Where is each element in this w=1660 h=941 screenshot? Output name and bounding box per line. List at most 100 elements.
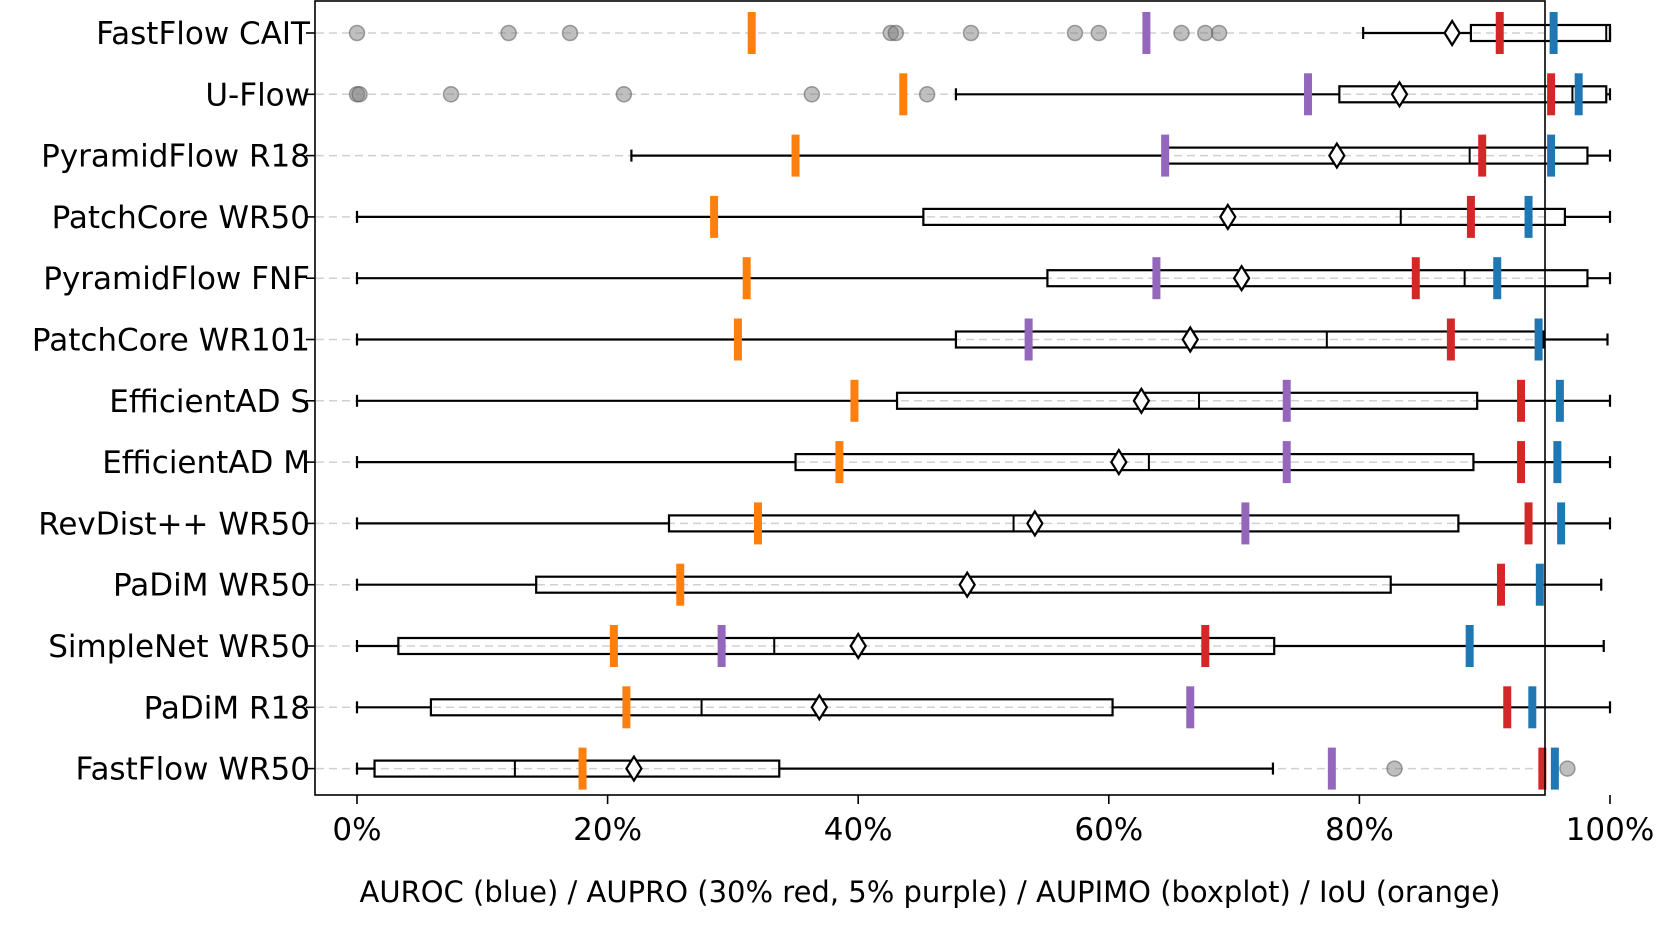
mean-marker bbox=[849, 631, 867, 661]
aupro30-marker bbox=[1547, 73, 1556, 116]
aupro30-marker bbox=[1524, 502, 1533, 545]
iou-marker bbox=[622, 686, 631, 729]
mean-marker bbox=[1181, 325, 1200, 354]
model-label: EfficientAD S bbox=[109, 384, 310, 420]
mean-marker bbox=[1026, 509, 1044, 538]
plot-frame bbox=[314, 0, 1546, 796]
iqr-box bbox=[1469, 23, 1612, 43]
iqr-box bbox=[922, 207, 1566, 226]
x-tick-label: 80% bbox=[1325, 812, 1394, 848]
mean-marker bbox=[1110, 448, 1128, 477]
model-label: FastFlow WR50 bbox=[75, 752, 310, 788]
x-axis: 0% 20% 40% 60% 80% 100% bbox=[306, 32, 1655, 848]
x-axis-label: AUROC (blue) / AUPRO (30% red, 5% purple… bbox=[360, 875, 1501, 909]
iqr-box bbox=[954, 330, 1545, 349]
boxplots bbox=[348, 23, 1612, 778]
aupro5-marker bbox=[1161, 134, 1170, 177]
outlier-point bbox=[442, 86, 460, 103]
metric-markers bbox=[578, 12, 1583, 790]
outlier-point bbox=[887, 24, 905, 42]
iqr-box bbox=[667, 514, 1460, 533]
model-label: PaDiM WR50 bbox=[113, 568, 310, 604]
outlier-point bbox=[1210, 24, 1228, 42]
outlier-point bbox=[918, 86, 936, 103]
aupro30-marker bbox=[1496, 563, 1505, 606]
model-label: SimpleNet WR50 bbox=[48, 629, 310, 665]
outlier-point bbox=[1066, 24, 1084, 42]
aupro30-marker bbox=[1517, 379, 1526, 422]
mean-marker bbox=[1328, 141, 1346, 170]
aupro30-marker bbox=[1446, 318, 1455, 361]
auroc-marker bbox=[1553, 441, 1562, 484]
auroc-marker bbox=[1535, 563, 1544, 606]
iou-marker bbox=[609, 625, 618, 667]
aupro30-marker bbox=[1411, 257, 1420, 300]
aupro5-marker bbox=[717, 625, 726, 667]
iou-marker bbox=[710, 195, 719, 238]
aupro30-marker bbox=[1495, 12, 1504, 54]
iqr-box bbox=[1046, 269, 1589, 288]
y-axis-labels: FastFlow CAIT U-Flow PyramidFlow R18 PatchC… bbox=[32, 16, 311, 788]
outlier-point bbox=[351, 86, 368, 103]
mean-marker bbox=[1219, 202, 1237, 231]
iou-marker bbox=[791, 134, 800, 177]
outlier-point bbox=[1173, 24, 1190, 42]
outlier-point bbox=[1559, 760, 1576, 777]
x-tick-label: 20% bbox=[573, 812, 642, 848]
aupro30-marker bbox=[1517, 441, 1526, 484]
mean-marker bbox=[1390, 80, 1409, 109]
x-tick-label: 0% bbox=[332, 812, 381, 848]
auroc-marker bbox=[1574, 73, 1583, 116]
x-tick-label: 100% bbox=[1566, 812, 1655, 848]
iou-marker bbox=[733, 318, 742, 361]
outlier-point bbox=[561, 24, 579, 42]
aupro5-marker bbox=[1282, 379, 1291, 422]
model-label: FastFlow CAIT bbox=[96, 16, 311, 52]
model-label: PatchCore WR101 bbox=[32, 323, 310, 359]
iou-marker bbox=[850, 379, 859, 422]
model-label: PatchCore WR50 bbox=[52, 200, 310, 236]
aupro5-marker bbox=[1304, 73, 1313, 116]
aupro30-marker bbox=[1478, 134, 1487, 177]
outlier-point bbox=[615, 86, 633, 103]
mean-marker bbox=[958, 570, 977, 599]
x-tick-label: 60% bbox=[1074, 812, 1143, 848]
x-tick-label: 40% bbox=[824, 812, 893, 848]
auroc-marker bbox=[1528, 686, 1537, 729]
aupro30-marker bbox=[1503, 686, 1512, 729]
iqr-box bbox=[373, 759, 781, 778]
aupro5-marker bbox=[1142, 12, 1151, 54]
aupro30-marker bbox=[1538, 747, 1547, 790]
model-label: EfficientAD M bbox=[102, 445, 310, 481]
auroc-marker bbox=[1550, 747, 1559, 790]
auroc-marker bbox=[1524, 195, 1533, 238]
mean-marker bbox=[1443, 18, 1461, 48]
outlier-point bbox=[803, 86, 821, 103]
outlier-point bbox=[1197, 24, 1214, 42]
auroc-marker bbox=[1547, 134, 1556, 177]
outlier-point bbox=[348, 24, 366, 42]
model-label: PyramidFlow R18 bbox=[41, 139, 310, 175]
outlier-point bbox=[1386, 760, 1403, 777]
iou-marker bbox=[747, 12, 756, 54]
outlier-point bbox=[500, 24, 517, 42]
iou-marker bbox=[676, 563, 685, 606]
iqr-box bbox=[794, 453, 1475, 472]
auroc-marker bbox=[1549, 12, 1558, 54]
auroc-marker bbox=[1555, 379, 1564, 422]
outlier-point bbox=[962, 24, 980, 42]
auroc-marker bbox=[1493, 257, 1502, 300]
auroc-marker bbox=[1465, 625, 1474, 667]
iou-marker bbox=[753, 502, 762, 545]
aupro30-marker bbox=[1201, 625, 1210, 667]
iqr-box bbox=[1338, 85, 1608, 104]
outlier-point bbox=[1090, 24, 1108, 42]
aupro5-marker bbox=[1241, 502, 1250, 545]
aupro5-marker bbox=[1186, 686, 1195, 729]
aupro5-marker bbox=[1024, 318, 1033, 361]
aupro5-marker bbox=[1327, 747, 1336, 790]
model-label: PaDiM R18 bbox=[144, 690, 310, 726]
model-label: RevDist++ WR50 bbox=[38, 506, 310, 542]
aupro5-marker bbox=[1282, 441, 1291, 484]
